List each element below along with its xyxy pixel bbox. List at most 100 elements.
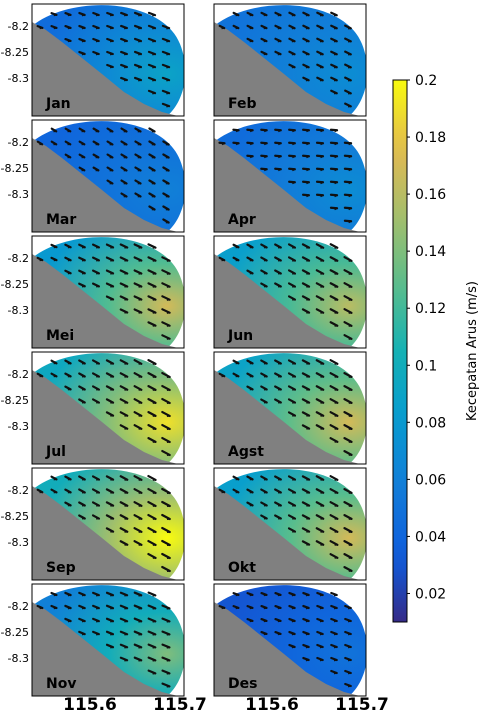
arrow-head [333, 672, 337, 675]
arrow-head [152, 14, 156, 17]
arrow-head [291, 646, 295, 649]
arrow-head [124, 659, 128, 662]
land-mass [214, 486, 360, 580]
panel-frame [31, 583, 185, 697]
arrow-head [95, 27, 99, 30]
arrow-head [305, 594, 309, 597]
arrow-head [166, 659, 170, 662]
current-vector-arrow [329, 256, 339, 262]
arrow-head [152, 79, 156, 82]
arrow-head [81, 14, 85, 17]
current-vector-arrow [343, 424, 353, 430]
current-vector-arrow [161, 410, 171, 418]
map-panel-nov: Nov -8.2 -8.25 -8.3 [1, 583, 185, 697]
panel-frame [31, 467, 185, 581]
current-vector-arrow [329, 359, 339, 365]
arrow-head [319, 594, 323, 597]
land-mass [32, 138, 178, 232]
land-mass [214, 602, 360, 696]
arrow-head [347, 633, 351, 636]
current-vector-arrow [343, 372, 353, 378]
arrow-head [123, 27, 128, 30]
arrow-head [95, 594, 100, 597]
arrow-head [235, 594, 239, 597]
arrow-head [124, 620, 128, 623]
month-label: Feb [228, 96, 257, 112]
arrow-head [95, 53, 99, 56]
arrow-head [347, 646, 351, 649]
arrow-head [166, 620, 170, 623]
arrow-head [347, 607, 351, 610]
panel-frame [213, 235, 367, 349]
arrow-head [152, 594, 156, 597]
arrow-head [95, 633, 100, 636]
arrow-head [235, 129, 239, 133]
month-label: Des [228, 676, 257, 692]
month-label: Apr [228, 212, 256, 228]
arrow-head [166, 79, 170, 82]
arrow-head [292, 142, 296, 146]
current-vector-arrow [329, 501, 339, 507]
current-vector-arrow [161, 682, 171, 688]
arrow-head [81, 607, 85, 610]
current-vector-arrow [343, 553, 353, 559]
colorbar-tick-label: 0.1 [415, 358, 437, 374]
arrow-head [292, 168, 296, 172]
latitude-tick-label: -8.25 [1, 394, 29, 407]
arrow-head [278, 168, 282, 172]
arrow-head [320, 181, 324, 185]
arrow-head [67, 607, 71, 610]
panel-frame [31, 351, 185, 465]
arrow-head [348, 142, 352, 146]
arrow-head [124, 607, 128, 610]
current-vector-arrow [147, 385, 157, 391]
arrow-head [110, 646, 114, 649]
arrow-head [263, 142, 268, 146]
map-panel-apr: Apr [213, 119, 367, 233]
current-vector-arrow [147, 321, 157, 327]
arrow-head [81, 27, 85, 30]
arrow-head [221, 142, 225, 146]
month-label: Jan [45, 96, 71, 112]
current-vector-arrow [161, 384, 171, 392]
current-vector-arrow [161, 539, 171, 547]
arrow-head [123, 14, 128, 17]
current-vector-arrow [343, 540, 353, 546]
current-vector-arrow [147, 308, 157, 314]
current-vector-arrow [343, 527, 353, 533]
current-vector-arrow [161, 397, 171, 405]
arrow-head [333, 633, 337, 636]
current-vector-arrow [147, 256, 157, 262]
arrow-head [333, 607, 337, 610]
current-vector-arrow [329, 527, 339, 533]
current-vector-arrow [161, 295, 171, 301]
current-vector-arrow [161, 269, 171, 275]
arrow-head [292, 181, 296, 185]
arrow-head [81, 53, 85, 56]
arrow-head [124, 594, 128, 597]
arrow-head [166, 646, 170, 649]
arrow-head [263, 168, 268, 172]
arrow-head [67, 594, 71, 597]
arrow-head [348, 207, 352, 211]
arrow-head [334, 129, 338, 133]
current-vector-arrow [329, 488, 339, 494]
latitude-tick-label: -8.3 [8, 72, 29, 85]
current-vector-arrow [343, 514, 353, 520]
arrow-head [166, 633, 170, 636]
arrow-head [138, 14, 142, 17]
panel-frame [213, 583, 367, 697]
arrow-head [277, 594, 281, 597]
arrow-head [39, 607, 43, 610]
current-vector-arrow [343, 488, 353, 494]
arrow-head [319, 607, 323, 610]
colorbar-tick-label: 0.12 [415, 301, 446, 317]
land-mass [32, 254, 178, 348]
current-vector-arrow [343, 308, 353, 314]
arrow-head [306, 142, 310, 146]
arrow-head [67, 620, 71, 623]
land-mass [214, 138, 360, 232]
current-vector-arrow [147, 526, 157, 534]
arrow-head [166, 53, 170, 56]
